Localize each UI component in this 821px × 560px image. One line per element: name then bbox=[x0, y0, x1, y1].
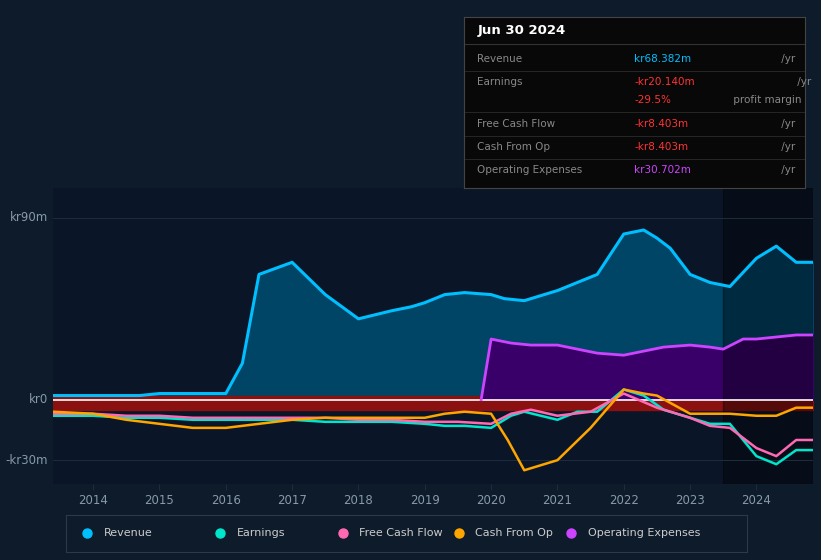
Text: /yr: /yr bbox=[778, 54, 796, 64]
Text: Operating Expenses: Operating Expenses bbox=[588, 529, 700, 538]
Text: kr0: kr0 bbox=[29, 393, 48, 406]
Text: Free Cash Flow: Free Cash Flow bbox=[478, 119, 556, 129]
Text: kr68.382m: kr68.382m bbox=[635, 54, 691, 64]
Text: -kr8.403m: -kr8.403m bbox=[635, 142, 688, 152]
Text: Revenue: Revenue bbox=[103, 529, 153, 538]
Text: kr30.702m: kr30.702m bbox=[635, 165, 691, 175]
Text: Cash From Op: Cash From Op bbox=[478, 142, 551, 152]
Text: Jun 30 2024: Jun 30 2024 bbox=[478, 25, 566, 38]
Text: /yr: /yr bbox=[795, 77, 812, 87]
Text: -kr20.140m: -kr20.140m bbox=[635, 77, 695, 87]
Text: Revenue: Revenue bbox=[478, 54, 523, 64]
Text: /yr: /yr bbox=[778, 119, 796, 129]
Text: /yr: /yr bbox=[778, 142, 796, 152]
Text: Cash From Op: Cash From Op bbox=[475, 529, 553, 538]
Text: /yr: /yr bbox=[778, 165, 796, 175]
Bar bbox=[723, 188, 813, 484]
Text: Earnings: Earnings bbox=[236, 529, 285, 538]
Text: -29.5%: -29.5% bbox=[635, 96, 671, 105]
Text: Free Cash Flow: Free Cash Flow bbox=[360, 529, 443, 538]
Text: -kr8.403m: -kr8.403m bbox=[635, 119, 688, 129]
Text: -kr30m: -kr30m bbox=[6, 454, 48, 466]
Text: Earnings: Earnings bbox=[478, 77, 523, 87]
Text: kr90m: kr90m bbox=[10, 211, 48, 225]
Text: profit margin: profit margin bbox=[731, 96, 802, 105]
Text: Operating Expenses: Operating Expenses bbox=[478, 165, 583, 175]
